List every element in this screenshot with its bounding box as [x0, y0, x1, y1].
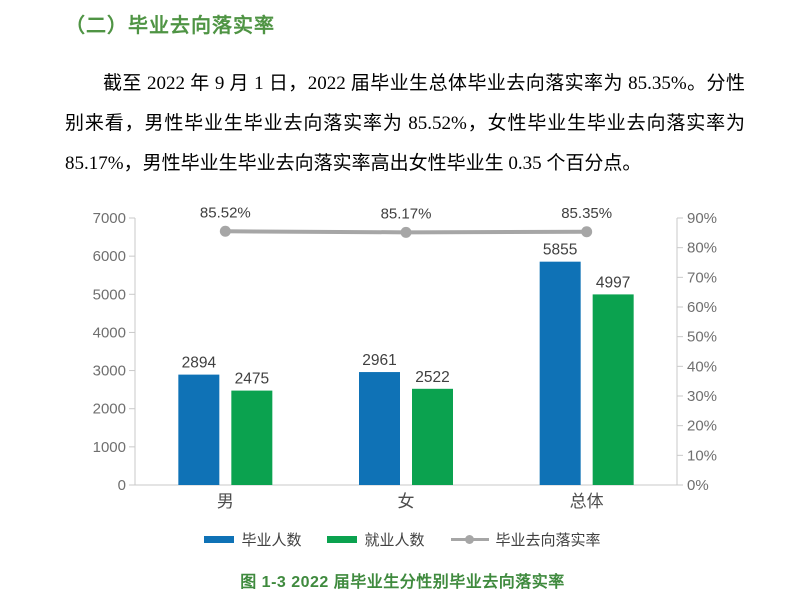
line-point-label: 85.17% [381, 205, 432, 222]
bar-value-label: 2961 [362, 352, 396, 369]
bar-value-label: 2475 [235, 371, 269, 388]
legend-swatch-graduates [204, 536, 235, 543]
y-axis-tick-label: 6000 [93, 248, 126, 265]
bar [412, 388, 453, 485]
chart-legend: 毕业人数 就业人数 毕业去向落实率 [0, 529, 805, 550]
rate-line [225, 229, 587, 235]
bar-value-label: 2522 [415, 369, 449, 386]
line-point-label: 85.52% [200, 204, 251, 221]
secondary-axis-tick-label: 60% [687, 299, 717, 316]
secondary-axis-tick-label: 30% [687, 388, 717, 405]
bar [231, 390, 273, 485]
bar [178, 374, 220, 485]
line-point-label: 85.35% [561, 205, 612, 222]
body-paragraph: 截至 2022 年 9 月 1 日，2022 届毕业生总体毕业去向落实率为 85… [65, 73, 745, 174]
legend-label-rate: 毕业去向落实率 [495, 532, 601, 549]
legend-swatch-employed [327, 536, 358, 543]
y-axis-tick-label: 7000 [93, 210, 126, 227]
bar-value-label: 2894 [182, 355, 217, 372]
line-point [581, 226, 593, 238]
bar [539, 261, 581, 485]
bar [592, 294, 634, 485]
line-point [219, 225, 231, 237]
figure-caption: 图 1-3 2022 届毕业生分性别毕业去向落实率 [240, 574, 565, 591]
category-label: 女 [398, 492, 415, 511]
secondary-axis-tick-label: 80% [687, 240, 717, 257]
y-axis-tick-label: 4000 [93, 324, 126, 341]
legend-item-graduates: 毕业人数 [204, 529, 301, 550]
bar [359, 372, 400, 485]
secondary-axis-tick-label: 0% [687, 477, 709, 494]
secondary-axis-tick-label: 20% [687, 418, 717, 435]
y-axis-tick-label: 2000 [93, 401, 126, 418]
y-axis-tick-label: 1000 [93, 439, 126, 456]
category-label: 总体 [570, 492, 604, 511]
secondary-axis-tick-label: 90% [687, 210, 717, 227]
legend-line-dot [464, 535, 474, 544]
y-axis-tick-label: 0 [118, 477, 126, 494]
legend-label-graduates: 毕业人数 [241, 532, 302, 549]
category-label: 男 [217, 492, 234, 511]
y-axis-tick-label: 5000 [93, 286, 126, 303]
combo-chart: 0 1000 2000 3000 4000 5000 6000 7000 0% 10% 20% 30%… [93, 204, 717, 511]
section-heading: （二）毕业去向落实率 [65, 15, 275, 37]
legend-item-employed: 就业人数 [327, 529, 425, 550]
secondary-axis-tick-label: 70% [687, 269, 717, 286]
legend-item-rate: 毕业去向落实率 [450, 529, 601, 550]
secondary-axis-tick-label: 40% [687, 358, 717, 375]
bar-value-label: 5855 [543, 242, 577, 259]
legend-label-employed: 就业人数 [364, 532, 425, 549]
legend-line-track [450, 538, 489, 541]
legend-line-marker-icon [450, 535, 489, 544]
line-point [400, 226, 412, 238]
secondary-axis-tick-label: 10% [687, 447, 717, 464]
secondary-axis-tick-label: 50% [687, 329, 717, 346]
y-axis-tick-label: 3000 [93, 363, 126, 380]
bar-value-label: 4997 [596, 274, 630, 291]
